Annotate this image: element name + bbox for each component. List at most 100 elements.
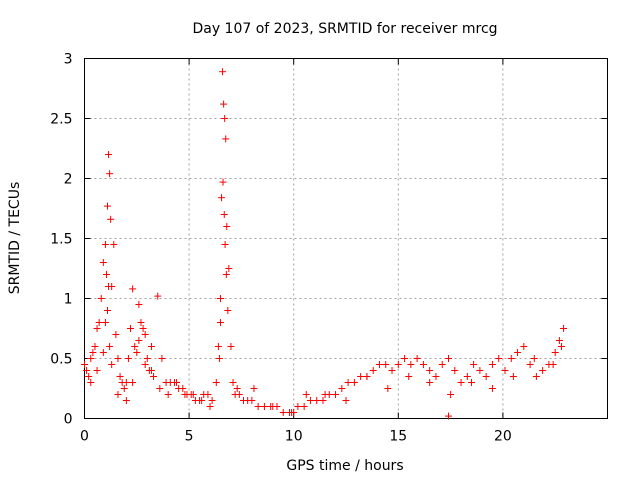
data-point [158,355,166,362]
data-point [131,343,139,350]
x-tick-label: 10 [285,429,303,445]
data-point [141,331,149,338]
data-point [321,391,329,398]
data-point [555,337,563,344]
data-point [116,373,124,380]
data-point [432,373,440,380]
data-point [319,397,327,404]
data-point [181,391,189,398]
data-point [101,319,109,326]
data-point [294,403,302,410]
data-point [83,367,91,374]
data-point [179,385,187,392]
y-axis-label: SRMTID / TECUs [7,182,23,295]
data-point [233,385,241,392]
x-tick-label: 0 [80,429,89,445]
data-point [223,223,231,230]
data-point [224,307,232,314]
data-point [369,367,377,374]
data-point [468,379,476,386]
data-point [89,349,97,356]
data-point [219,68,227,76]
data-point [426,367,434,374]
data-point [557,343,565,350]
grid-lines [84,58,608,419]
x-tick-label: 15 [389,429,407,445]
data-point [413,355,421,362]
y-tick-label: 1 [64,292,73,308]
x-axis-label: GPS time / hours [286,458,403,474]
data-point [141,361,149,368]
data-point [218,194,226,202]
data-point [551,349,559,356]
data-point [250,385,258,392]
data-point [520,343,528,350]
data-point [357,373,365,380]
data-point [445,412,453,420]
data-point [137,319,145,326]
data-point [350,379,358,386]
data-point [457,379,465,386]
data-point [248,397,256,404]
data-point [482,373,490,380]
y-tick-label: 0.5 [50,352,72,368]
data-point [189,391,197,398]
data-point [216,295,224,302]
data-point [164,391,172,398]
data-point [451,367,459,374]
data-point [122,379,130,386]
data-point [101,241,109,248]
data-point [95,319,103,326]
data-point [106,170,114,178]
data-point [122,397,130,404]
data-point [476,367,484,374]
data-point [306,397,314,404]
data-point [501,367,509,374]
y-axis: 0 0.5 1 1.5 2 2.5 3 [50,52,608,428]
data-point [154,292,162,300]
data-point [150,373,158,380]
data-point [426,379,434,386]
data-point [104,202,112,210]
data-point [300,403,308,410]
data-point [344,379,352,386]
data-point [401,355,409,362]
data-point [342,397,350,404]
data-point [221,241,229,248]
data-point [532,373,540,380]
data-point [384,385,392,392]
data-point [221,115,229,122]
data-point [405,373,413,380]
data-point [133,349,141,356]
data-point [463,373,471,380]
data-point [225,265,233,272]
data-point [104,307,112,314]
data-point [220,100,228,108]
chart-title: Day 107 of 2023, SRMTID for receiver mrc… [192,21,497,37]
x-tick-label: 20 [494,429,512,445]
data-point [216,319,224,326]
data-point [99,349,107,356]
data-point [302,391,310,398]
data-point [375,361,383,368]
data-point [91,343,99,350]
data-point [254,403,262,410]
data-point [227,343,235,350]
data-point [514,349,522,356]
data-point [114,355,122,362]
data-points [81,68,568,420]
data-point [105,151,113,158]
data-point [438,361,446,368]
y-tick-label: 1.5 [50,232,72,248]
data-point [97,295,105,302]
data-point [108,361,116,368]
data-point [313,397,321,404]
data-point [87,379,95,386]
data-point [382,361,390,368]
data-point [173,379,181,386]
data-point [470,361,478,368]
data-point [93,367,101,374]
data-point [269,403,277,410]
data-point [212,379,220,386]
